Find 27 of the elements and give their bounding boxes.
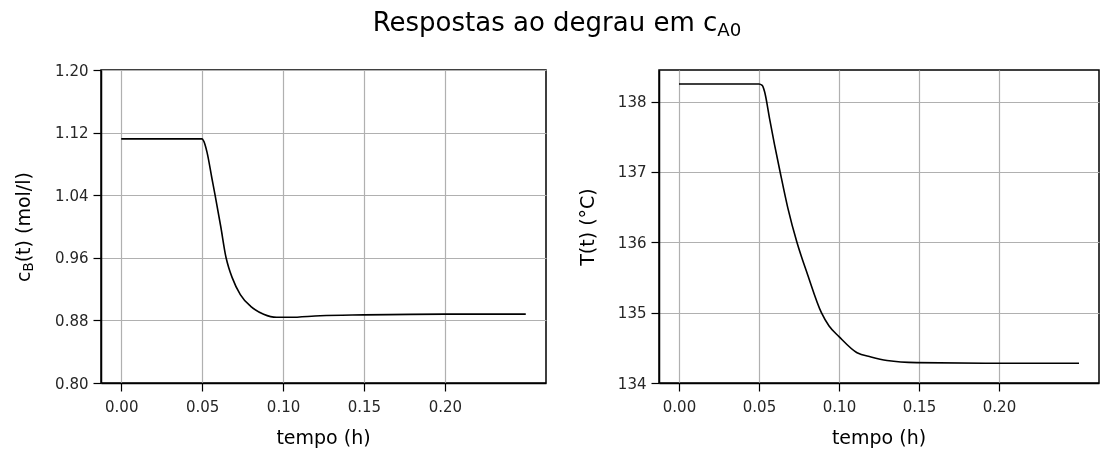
y-tick-label: 135 — [617, 304, 647, 323]
x-tick-label: 0.20 — [428, 397, 463, 416]
x-tick-label: 0.00 — [662, 397, 697, 416]
y-tick-label: 1.20 — [55, 61, 89, 80]
y-tick-label: 1.04 — [55, 186, 89, 205]
x-tick-label: 0.15 — [902, 397, 937, 416]
y-tick-label: 0.80 — [55, 374, 89, 393]
x-tick-label: 0.15 — [347, 397, 382, 416]
y-tick-label: 1.12 — [55, 124, 89, 143]
x-axis-title: tempo (h) — [831, 425, 927, 449]
y-tick-label: 0.88 — [55, 311, 89, 330]
x-tick-label: 0.10 — [266, 397, 301, 416]
x-tick-label: 0.05 — [185, 397, 220, 416]
line-series — [678, 83, 1080, 365]
x-tick-label: 0.10 — [822, 397, 857, 416]
y-axis-title: T(t) (°C) — [575, 187, 599, 266]
y-tick-label: 0.96 — [55, 249, 89, 268]
x-tick-label: 0.00 — [105, 397, 139, 416]
line-series — [120, 138, 527, 319]
chart-title: Respostas ao degrau em c$_{A0}$ — [372, 7, 742, 40]
y-tick-label: 134 — [617, 374, 647, 393]
y-tick-label: 136 — [617, 233, 647, 252]
y-tick-label: 137 — [617, 163, 647, 182]
y-tick-label: 138 — [617, 93, 647, 112]
x-tick-label: 0.20 — [982, 397, 1017, 416]
x-tick-label: 0.05 — [742, 397, 777, 416]
x-axis-title: tempo (h) — [276, 425, 371, 449]
